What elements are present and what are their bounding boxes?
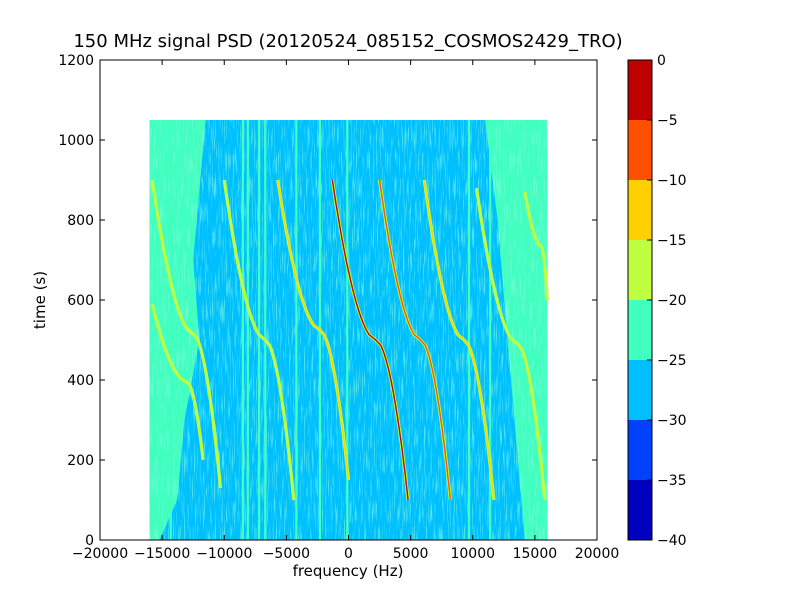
y-axis-label: time (s) (31, 271, 49, 329)
y-tick-label: 0 (85, 533, 94, 549)
colorbar-band (628, 300, 652, 360)
colorbar-band (628, 360, 652, 420)
x-tick-label: 15000 (513, 546, 558, 562)
doppler-curve (423, 179, 495, 501)
y-axis-ticks: 0 200 400 600 800 1000 1200 (58, 53, 597, 549)
doppler-curve (524, 191, 548, 301)
doppler-curve (151, 179, 222, 489)
colorbar-band (628, 420, 652, 480)
y-tick-label: 1200 (58, 53, 94, 69)
y-tick-label: 1000 (58, 133, 94, 149)
x-tick-label: −5000 (263, 546, 310, 562)
colorbar-tick-label: −15 (657, 233, 687, 249)
colorbar-tick-label: −5 (657, 113, 678, 129)
doppler-curve (475, 187, 546, 501)
colorbar-band (628, 180, 652, 240)
doppler-curve (151, 303, 204, 461)
plot-layer (149, 120, 549, 540)
x-tick-label: −10000 (196, 546, 252, 562)
x-axis-label: frequency (Hz) (293, 562, 404, 580)
y-tick-label: 800 (67, 213, 94, 229)
chart-title: 150 MHz signal PSD (20120524_085152_COSM… (73, 31, 622, 52)
colorbar-band (628, 60, 652, 120)
doppler-curve (223, 179, 295, 501)
x-tick-label: 5000 (393, 546, 429, 562)
y-tick-label: 400 (67, 373, 94, 389)
doppler-curve (378, 179, 452, 501)
x-axis-ticks: −20000 −15000 −10000 −5000 0 5000 10000 15000 20… (72, 60, 619, 562)
colorbar-tick-label: −20 (657, 293, 687, 309)
colorbar-band (628, 120, 652, 180)
x-tick-label: −20000 (72, 546, 128, 562)
x-tick-label: 10000 (450, 546, 495, 562)
y-tick-label: 600 (67, 293, 94, 309)
x-tick-label: 20000 (575, 546, 620, 562)
doppler-curve (277, 179, 350, 481)
colorbar-tick-label: −35 (657, 473, 687, 489)
colorbar-tick-label: 0 (657, 53, 666, 69)
x-tick-label: 0 (344, 546, 353, 562)
colorbar-band (628, 480, 652, 540)
colorbar: −40 −35 −30 −25 −20 −15 −10 −5 0 (627, 53, 687, 549)
colorbar-tick-label: −25 (657, 353, 687, 369)
doppler-curve (331, 179, 409, 501)
colorbar-tick-label: −10 (657, 173, 687, 189)
y-tick-label: 200 (67, 453, 94, 469)
colorbar-tick-label: −40 (657, 533, 687, 549)
x-tick-label: −15000 (134, 546, 190, 562)
colorbar-tick-label: −30 (657, 413, 687, 429)
colorbar-band (628, 240, 652, 300)
